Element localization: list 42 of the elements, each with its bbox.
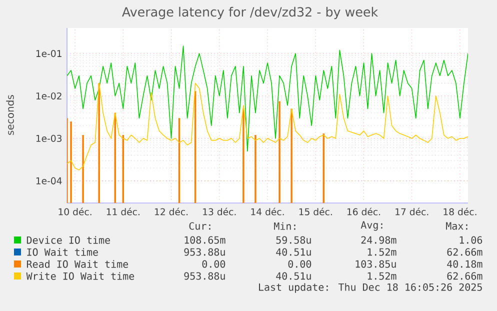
text: 0.00: [288, 260, 312, 268]
text: 40.51u: [276, 248, 311, 256]
chart-title: Average latency for /dev/zd32 - by week: [122, 6, 378, 20]
text: Min:: [274, 222, 296, 230]
text: 24.98m: [361, 236, 396, 244]
y-tick-label: 1e-01: [36, 50, 62, 58]
text: 108.65m: [184, 236, 226, 244]
text: 40.18m: [447, 260, 482, 268]
y-tick-label: 1e-02: [36, 92, 62, 100]
x-tick-label: 16 déc.: [347, 208, 380, 216]
line-series: [67, 46, 468, 152]
text: 0.00: [202, 260, 226, 268]
text: Max:: [446, 222, 468, 230]
text: 62.66m: [447, 248, 482, 256]
text: Avg:: [360, 221, 382, 231]
text: Last update: Thu Dec 18 16:05:26 2025: [259, 283, 482, 293]
x-tick-label: 15 déc.: [299, 208, 332, 216]
x-tick-label: 14 déc.: [251, 208, 284, 216]
text: 40.51u: [276, 272, 311, 280]
x-tick-label: 10 déc.: [58, 208, 92, 216]
line-series: [67, 82, 468, 170]
x-tick-label: 18 déc.: [444, 208, 476, 216]
text: 1.52m: [368, 248, 396, 256]
legend-label: IO Wait time: [27, 248, 98, 256]
y-tick-label: 1e-04: [36, 177, 62, 184]
text: 62.66m: [447, 272, 482, 280]
x-tick-label: 12 déc.: [154, 208, 188, 216]
x-tick-label: 13 déc.: [203, 208, 236, 216]
legend-label: Write IO Wait time: [26, 272, 134, 280]
text: 103.85u: [356, 260, 396, 268]
y-axis-title: seconds: [6, 95, 14, 135]
text: 1.52m: [368, 272, 396, 280]
legend-label: Read IO Wait time: [26, 260, 128, 268]
y-tick-label: 1e-03: [36, 134, 62, 142]
legend-label: Device IO time: [26, 236, 110, 244]
text: 953.88u: [184, 272, 225, 280]
x-tick-label: 17 déc.: [396, 208, 428, 216]
text: 1.06: [460, 236, 482, 244]
x-tick-label: 11 déc.: [106, 208, 140, 216]
text: 953.88u: [184, 248, 225, 256]
text: Cur:: [189, 222, 210, 230]
text: 59.58u: [276, 236, 311, 244]
